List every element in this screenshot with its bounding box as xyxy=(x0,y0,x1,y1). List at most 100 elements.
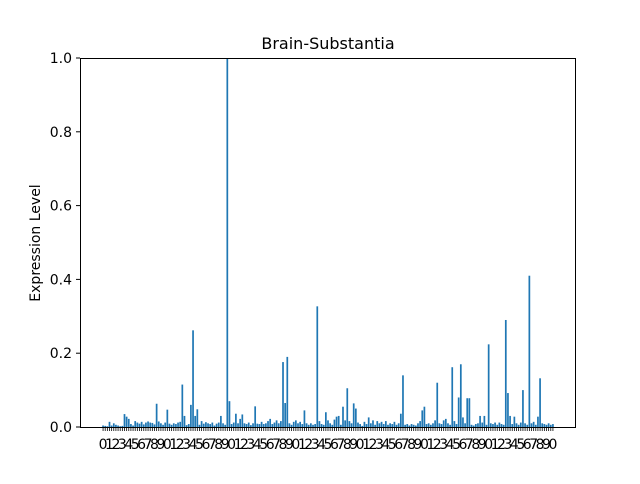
bar-208 xyxy=(547,423,550,427)
bar-193 xyxy=(515,423,518,427)
bar-53 xyxy=(215,423,218,427)
bar-145 xyxy=(412,424,415,427)
bar-198 xyxy=(526,424,529,427)
bar-66 xyxy=(243,423,246,427)
bar-133 xyxy=(387,424,389,427)
y-axis-label: Expression Level xyxy=(28,184,44,301)
x-tick-label-165: 5 xyxy=(452,437,461,453)
bar-106 xyxy=(329,423,331,427)
bar-29 xyxy=(164,422,167,427)
x-tick-label-72: 4 xyxy=(253,437,262,453)
x-tick-label-69: 3 xyxy=(246,437,255,453)
x-tick-label-207: 9 xyxy=(542,437,551,453)
bar-119 xyxy=(357,422,359,427)
bar-18 xyxy=(140,421,143,427)
bar-171 xyxy=(468,398,471,427)
bar-200 xyxy=(530,423,533,427)
x-tick-label-39: 3 xyxy=(182,437,191,453)
bar-13 xyxy=(130,424,132,427)
bar-202 xyxy=(534,424,537,427)
bar-114 xyxy=(346,388,349,427)
bar-161 xyxy=(447,423,449,427)
bar-146 xyxy=(414,425,417,427)
bar-157 xyxy=(438,423,441,427)
bar-140 xyxy=(402,375,404,427)
bar-89 xyxy=(292,421,295,427)
bar-33 xyxy=(172,423,175,427)
x-tick-label-150: 0 xyxy=(420,437,429,453)
x-tick-label-189: 3 xyxy=(503,437,512,453)
bar-189 xyxy=(507,393,509,427)
x-tick-label-96: 2 xyxy=(304,437,313,453)
bar-10 xyxy=(123,414,126,427)
bar-163 xyxy=(451,367,454,427)
bar-103 xyxy=(322,424,325,427)
bar-110 xyxy=(337,415,340,427)
bar-181 xyxy=(489,423,492,427)
bar-97 xyxy=(310,423,312,427)
bar-123 xyxy=(365,424,368,427)
x-tick-label-30: 0 xyxy=(163,437,172,453)
x-tick-label-183: 1 xyxy=(491,437,500,453)
x-tick-label-87: 9 xyxy=(285,437,294,453)
bar-118 xyxy=(354,408,357,427)
bar-35 xyxy=(177,422,179,427)
bar-111 xyxy=(340,424,342,427)
bar-172 xyxy=(470,424,473,427)
bar-169 xyxy=(464,423,466,427)
bar-117 xyxy=(352,403,355,427)
bar-201 xyxy=(532,421,535,427)
bars-group xyxy=(102,58,554,427)
bar-93 xyxy=(301,424,304,427)
bar-26 xyxy=(157,421,160,427)
bar-185 xyxy=(498,422,501,427)
bar-108 xyxy=(333,419,336,427)
y-tick-label-1: 0.2 xyxy=(50,346,72,362)
bar-54 xyxy=(217,422,220,427)
bar-197 xyxy=(524,423,526,427)
bar-180 xyxy=(487,344,490,427)
bar-147 xyxy=(417,423,419,427)
x-tick-label-105: 5 xyxy=(324,437,333,453)
bar-166 xyxy=(457,397,460,427)
bar-167 xyxy=(459,364,462,427)
bar-129 xyxy=(378,423,381,427)
bar-125 xyxy=(369,423,372,427)
bar-141 xyxy=(404,424,406,427)
x-tick-label-186: 2 xyxy=(497,437,506,453)
bar-71 xyxy=(254,406,257,427)
x-tick-label-111: 7 xyxy=(336,437,345,453)
x-tick-label-147: 9 xyxy=(414,437,423,453)
x-tick-label-0: 0 xyxy=(99,437,108,453)
bar-86 xyxy=(286,356,289,427)
bar-105 xyxy=(327,420,329,427)
bar-199 xyxy=(528,275,531,427)
bar-58 xyxy=(226,58,229,427)
bar-17 xyxy=(138,423,141,427)
bar-152 xyxy=(427,423,430,427)
bar-174 xyxy=(474,424,477,427)
x-tick-label-126: 2 xyxy=(369,437,378,453)
bar-149 xyxy=(421,410,424,427)
x-tick-label-156: 2 xyxy=(433,437,442,453)
bar-60 xyxy=(230,424,233,427)
x-tick-label-27: 9 xyxy=(156,437,165,453)
bar-27 xyxy=(160,423,162,427)
bar-210 xyxy=(552,424,554,427)
bar-77 xyxy=(267,421,269,427)
bar-32 xyxy=(170,424,173,427)
bar-107 xyxy=(331,424,334,427)
bar-209 xyxy=(549,424,552,427)
bar-195 xyxy=(519,422,522,427)
chart-title: Brain-Substantia xyxy=(261,34,394,53)
bar-164 xyxy=(453,421,456,427)
bar-179 xyxy=(485,424,488,427)
bar-122 xyxy=(363,421,366,427)
bar-1 xyxy=(104,425,107,427)
bar-62 xyxy=(235,413,237,427)
bar-65 xyxy=(241,414,244,427)
bar-94 xyxy=(303,410,306,427)
x-tick-label-33: 1 xyxy=(169,437,178,453)
bar-115 xyxy=(348,421,351,427)
